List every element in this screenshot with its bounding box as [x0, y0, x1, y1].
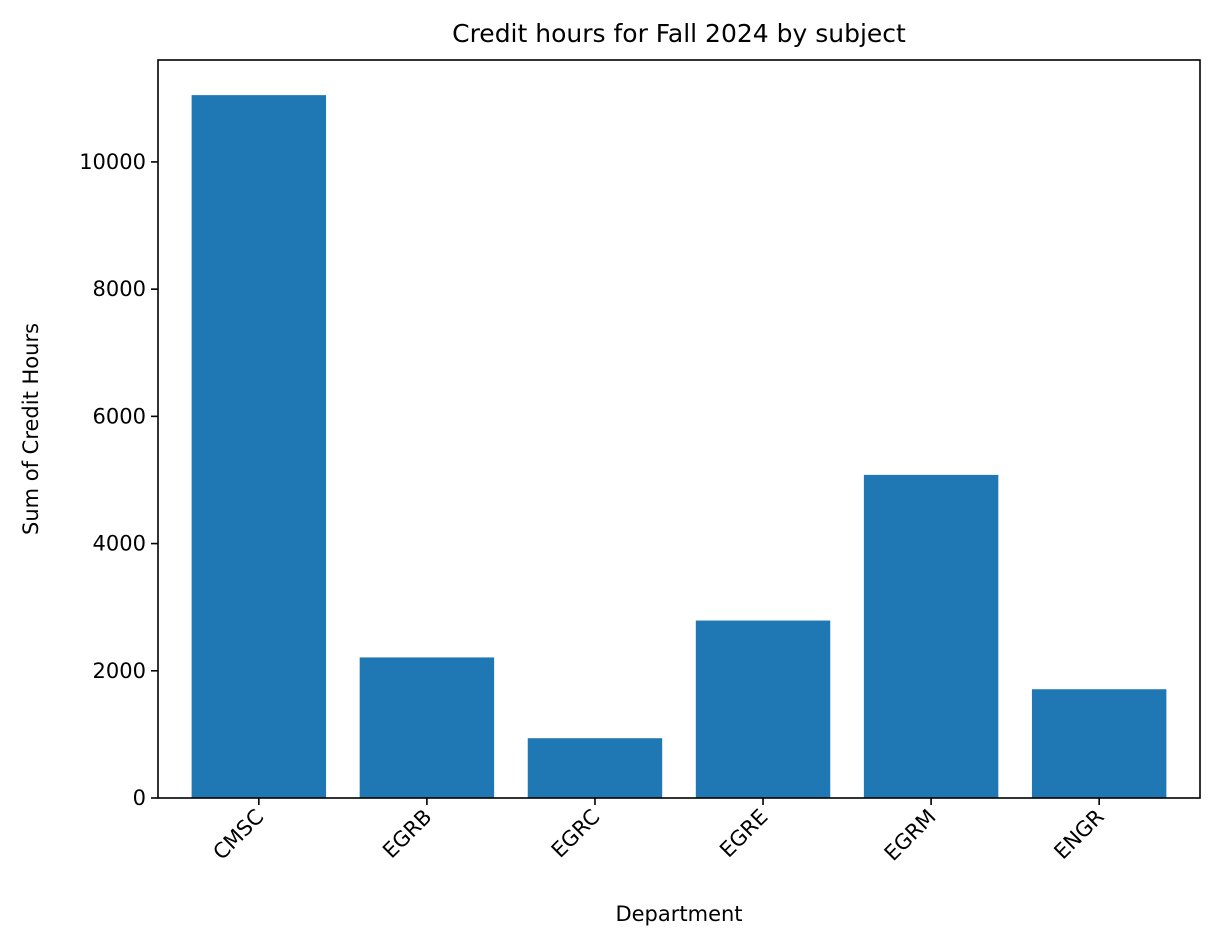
bar-egrb: [359, 657, 495, 798]
y-tick-label-6000: 6000: [93, 404, 146, 428]
y-axis-ticks: 0 2000 4000 6000 8000 10000: [79, 150, 158, 810]
x-tick-label-egrb: EGRB: [378, 805, 436, 863]
bar-engr: [1031, 689, 1167, 798]
y-axis-label: Sum of Credit Hours: [19, 323, 43, 535]
y-tick-label-10000: 10000: [79, 150, 146, 174]
bar-egrc: [527, 738, 663, 798]
plot-area-frame: [157, 59, 1201, 799]
x-axis-ticks: CMSC EGRB EGRC EGRE EGRM ENGR: [208, 798, 1109, 866]
x-tick-label-engr: ENGR: [1049, 805, 1108, 864]
bar-egrm: [863, 474, 999, 798]
y-tick-label-2000: 2000: [93, 659, 146, 683]
x-axis-label: Department: [615, 902, 742, 926]
y-tick-label-4000: 4000: [93, 532, 146, 556]
bar-egre: [695, 620, 831, 798]
bar-cmsc: [191, 95, 327, 798]
x-tick-label-cmsc: CMSC: [208, 805, 268, 865]
x-tick-label-egrc: EGRC: [547, 805, 605, 863]
x-tick-label-egre: EGRE: [715, 805, 773, 863]
chart-title: Credit hours for Fall 2024 by subject: [452, 19, 906, 48]
y-tick-label-8000: 8000: [93, 277, 146, 301]
y-tick-label-0: 0: [133, 786, 146, 810]
bars-group: [191, 95, 1167, 798]
x-tick-label-egrm: EGRM: [880, 805, 941, 866]
